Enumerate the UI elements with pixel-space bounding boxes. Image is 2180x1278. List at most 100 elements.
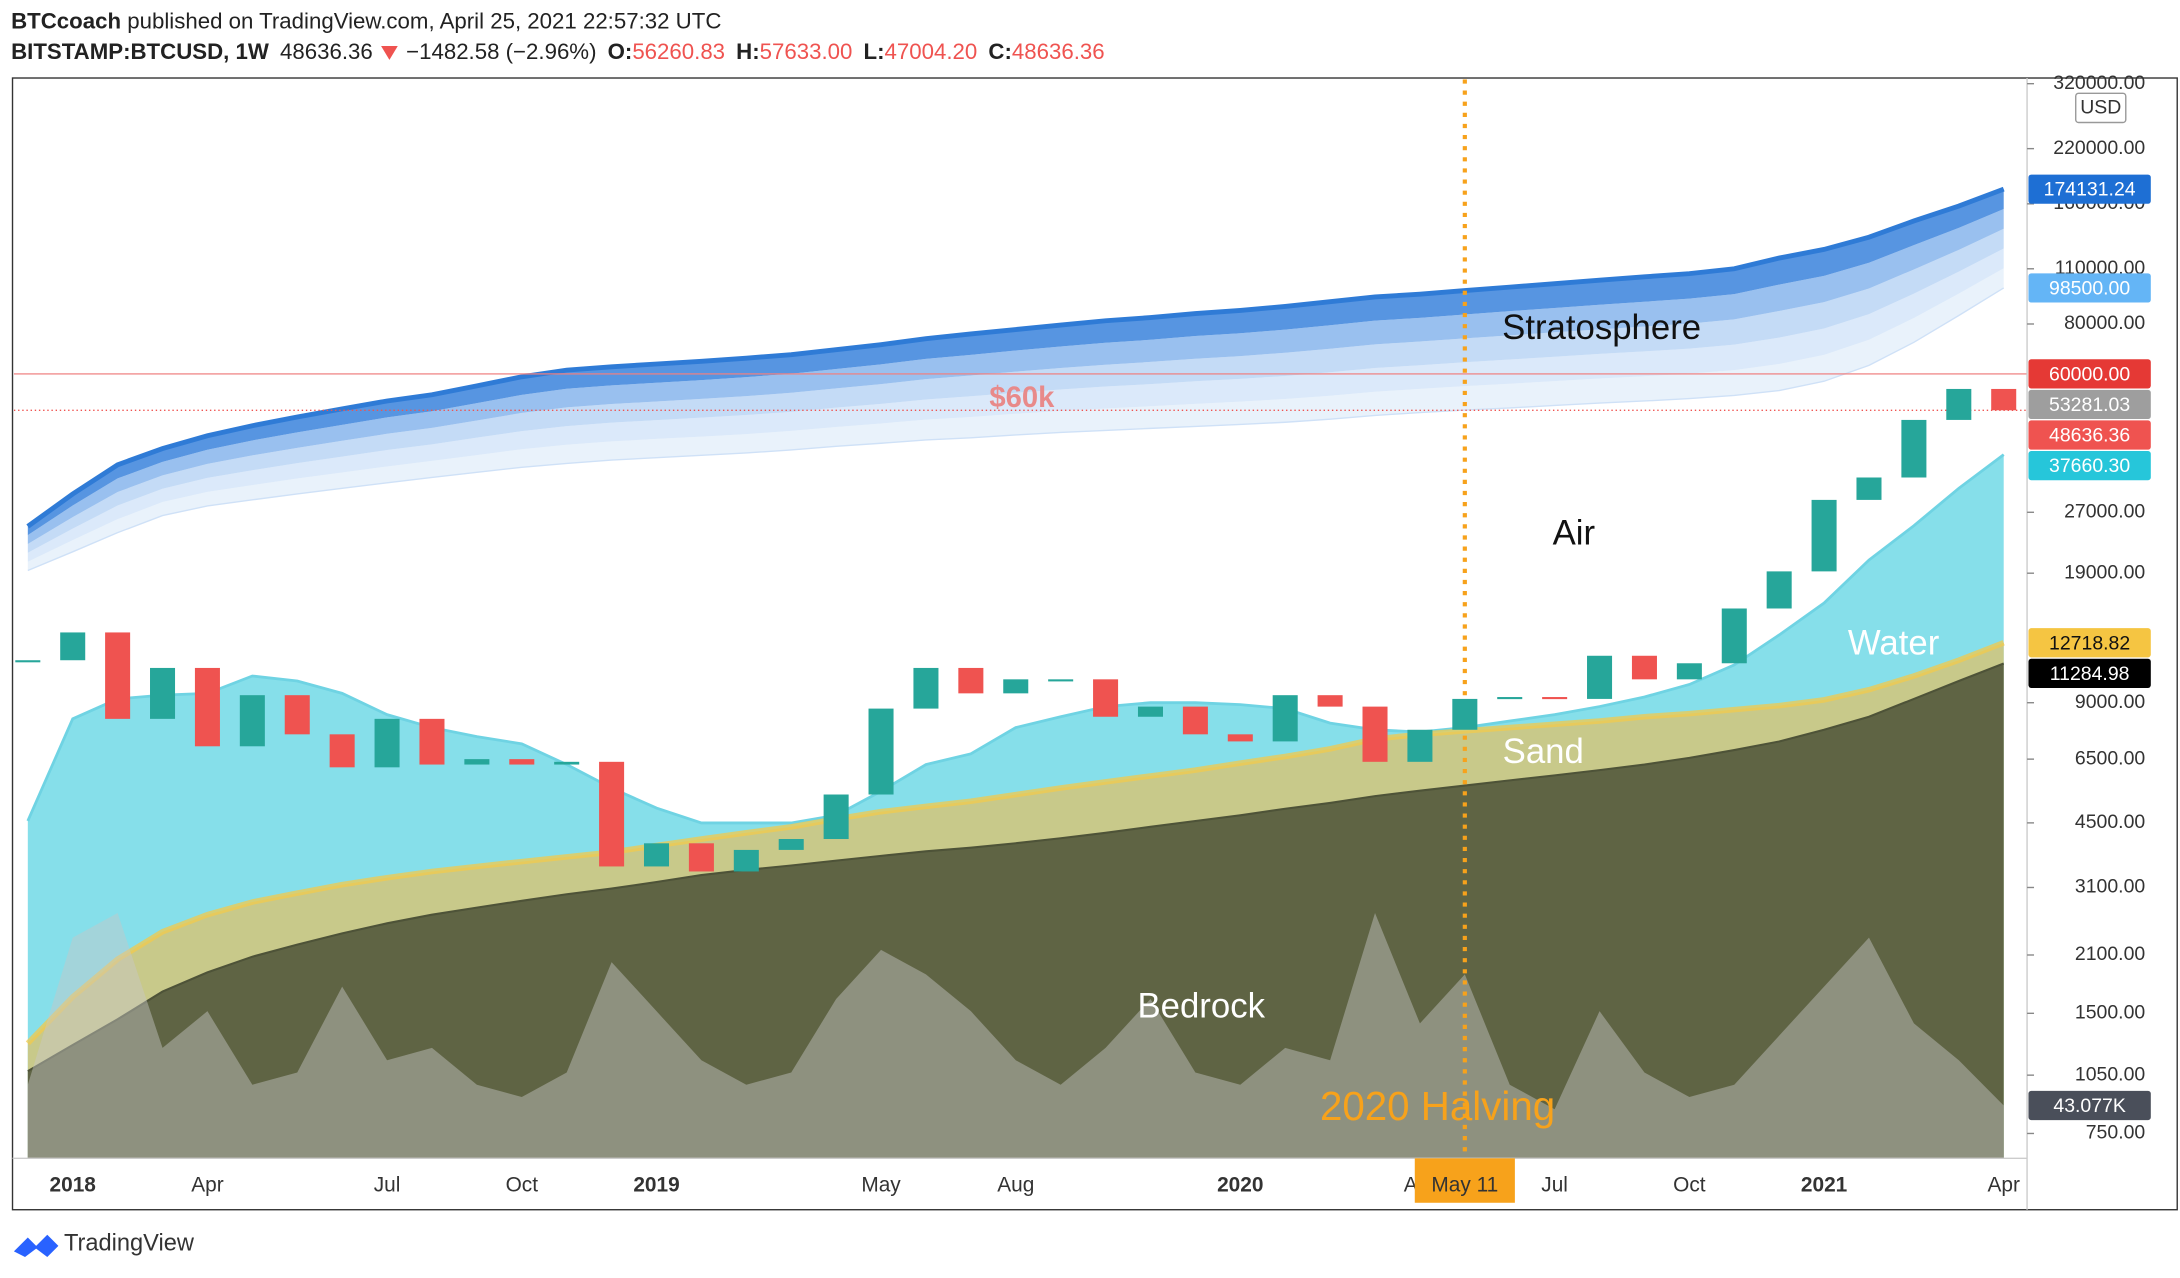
zone-label: $60k [989,382,1055,414]
x-tick-label: Jul [374,1174,401,1197]
stratosphere-band [27,268,2004,571]
stratosphere-band [27,228,2004,553]
price-badge [2028,420,2151,450]
bedrock-line [27,662,2005,1073]
candle [60,632,86,661]
candle [1766,571,1792,609]
x-tick-label: 2021 [1801,1174,1848,1197]
candle [374,718,400,768]
x-tick-label: Oct [506,1174,539,1197]
price-badge-label: 60000.00 [2049,363,2130,385]
candle [643,843,670,867]
price-badge [2028,1090,2151,1121]
candle [1272,695,1298,742]
candle [1901,419,1927,478]
zone-label: 2020 Halving [1320,1084,1555,1129]
y-tick-label: 220000.00 [2053,137,2145,159]
x-tick-label: May [861,1174,901,1197]
candle [150,667,176,719]
zone-label: Water [1848,624,1939,662]
price-badge-label: 37660.30 [2049,455,2130,477]
y-tick-label: 1500.00 [2075,1001,2145,1023]
candle [1137,706,1163,717]
logo-mark [13,1234,59,1257]
plot: Stratosphere Air Water Sand Bedrock $60k 2020 … [13,79,2028,1159]
price-badge [2028,174,2151,204]
y-tick-label: 320000.00 [2053,72,2145,94]
price-badge-label: 43.077K [2053,1095,2125,1117]
candle [1721,608,1747,664]
x-tick-label: Jul [1541,1174,1568,1197]
volume-area [27,913,2004,1159]
price-badge [2028,658,2151,688]
price-badge-label: 12718.82 [2049,632,2130,654]
change: −1482.58 (−2.96%) [406,39,596,64]
price-badge [2028,451,2151,481]
down-arrow-icon [381,46,398,60]
currency-box [2075,92,2127,124]
price-badge [2028,389,2151,420]
candle [1407,729,1433,762]
candle [1362,706,1388,762]
candle [868,708,894,795]
candle [1182,706,1208,735]
price-badge [2028,273,2151,303]
price-badge-label: 11284.98 [2050,663,2130,685]
x-tick-label: May 11 [1431,1174,1498,1197]
candle [15,660,41,663]
price-badge-label: 98500.00 [2049,277,2130,299]
header-line-2: BITSTAMP:BTCUSD, 1W 48636.36 −1482.58 (−2.… [11,39,1104,64]
x-tick-label: Apr [1987,1174,2019,1197]
brand: TradingView [64,1231,195,1257]
candle [419,718,445,765]
stratosphere-bottom-line [27,287,2005,572]
x-tick-label: 2020 [1217,1174,1263,1197]
candle [1227,734,1253,742]
sand-line [25,640,2005,1046]
candle [1631,655,1657,680]
candle [1587,655,1613,699]
candle [733,849,759,872]
stratosphere-band [27,248,2004,562]
overlay: 320000.00220000.00160000.00110000.008000… [50,72,2151,1203]
candle [688,843,714,872]
candle [1676,663,1702,680]
y-tick-label: 1050.00 [2075,1063,2145,1085]
price-badge [2028,359,2151,389]
ohlc-key: L: [864,39,885,64]
candle [599,761,625,867]
x-tick-label: Aug [997,1174,1034,1197]
ohlc-key: O: [608,39,633,64]
candle [1497,697,1523,700]
candle [1003,679,1029,694]
published: published on TradingView.com, April 25, … [121,8,721,33]
x-tick-label: 2018 [50,1174,96,1197]
x-tick-label: 2019 [633,1174,679,1197]
candle [239,695,265,747]
candle [823,794,849,840]
water-line [26,453,2005,825]
zone-label: Air [1553,515,1595,553]
ohlc-value: 48636.36 [1012,39,1105,64]
ohlc-value: 56260.83 [632,39,725,64]
y-tick-label: 4500.00 [2075,811,2145,833]
ohlc-key: C: [988,39,1011,64]
candle [1946,388,1972,420]
candle [1542,697,1568,700]
candle [194,667,220,747]
candle [329,734,355,768]
candle [509,759,535,765]
zone-label: Sand [1503,733,1584,771]
price-badge-label: 174131.24 [2044,179,2136,201]
y-tick-label: 19000.00 [2064,561,2145,583]
currency: USD [2080,97,2121,119]
x-tick-label: Oct [1673,1174,1706,1197]
candle [1811,499,1837,572]
candle [1452,698,1478,730]
price-badge-label: 48636.36 [2049,425,2130,447]
x-tick-label: Apr [191,1174,223,1197]
symbol: BITSTAMP:BTCUSD, 1W [11,39,269,64]
candle [1317,695,1343,707]
candle [1093,679,1119,717]
